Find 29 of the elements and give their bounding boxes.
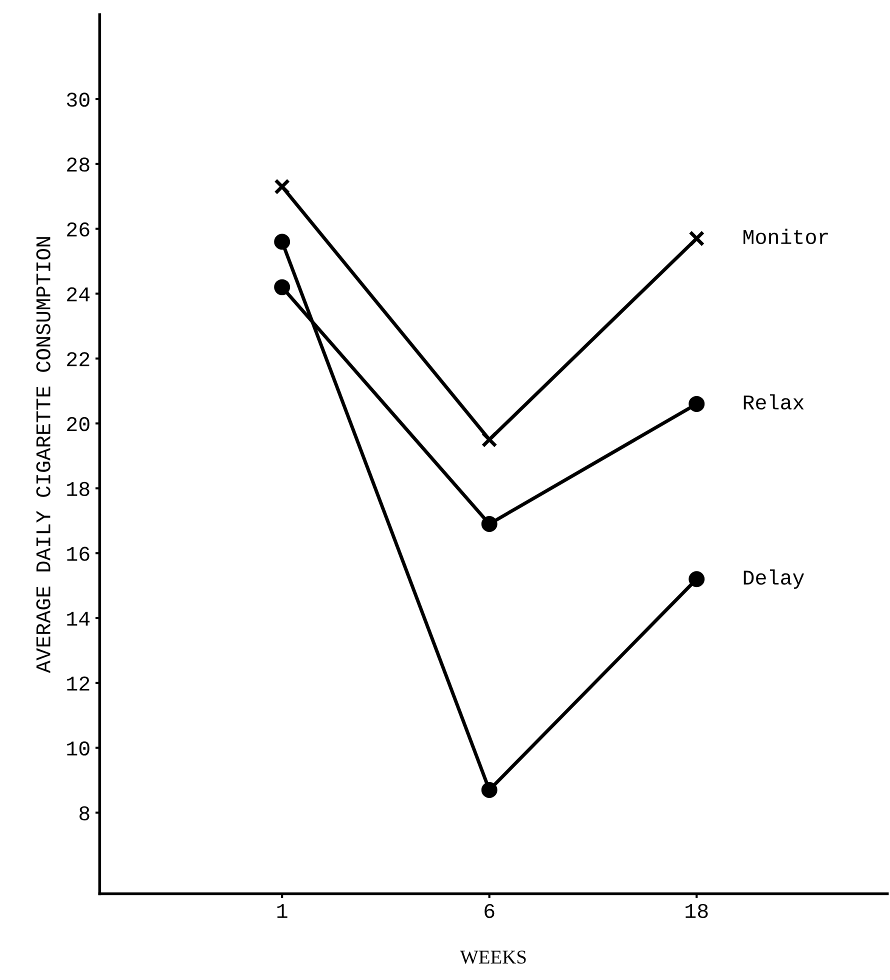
y-tick-label: 14 — [67, 612, 90, 626]
y-tick-label: 8 — [80, 806, 90, 820]
point — [481, 782, 498, 798]
series-label: Monitor — [744, 228, 828, 244]
point — [481, 516, 498, 532]
series-label: Delay — [744, 569, 804, 589]
y-tick-label: 10 — [67, 741, 90, 756]
y-tick-label: 18 — [67, 482, 90, 496]
point — [274, 234, 290, 250]
x-tick-label: 6 — [484, 904, 494, 918]
y-tick-label: 30 — [66, 92, 90, 107]
y-axis-title: AVERAGE DAILY CIGARETTE CONSUMPTION — [36, 237, 50, 674]
point — [688, 571, 705, 588]
y-tick-label: 20 — [67, 417, 90, 432]
y-tick-label: 22 — [67, 352, 90, 366]
point — [481, 432, 498, 448]
y-tick-label: 28 — [67, 158, 90, 172]
x-axis-title: WEEKS — [460, 950, 526, 964]
point — [688, 396, 705, 412]
y-tick-label: 12 — [67, 676, 90, 690]
series-label: Relax — [744, 394, 804, 410]
point — [688, 230, 705, 247]
y-tick-label: 26 — [67, 222, 90, 237]
x-tick-label: 1 — [277, 904, 288, 918]
y-tick-label: 16 — [67, 546, 90, 561]
point — [274, 279, 290, 296]
point — [274, 178, 290, 195]
x-tick-label: 18 — [686, 904, 708, 918]
y-tick-label: 24 — [67, 287, 90, 302]
